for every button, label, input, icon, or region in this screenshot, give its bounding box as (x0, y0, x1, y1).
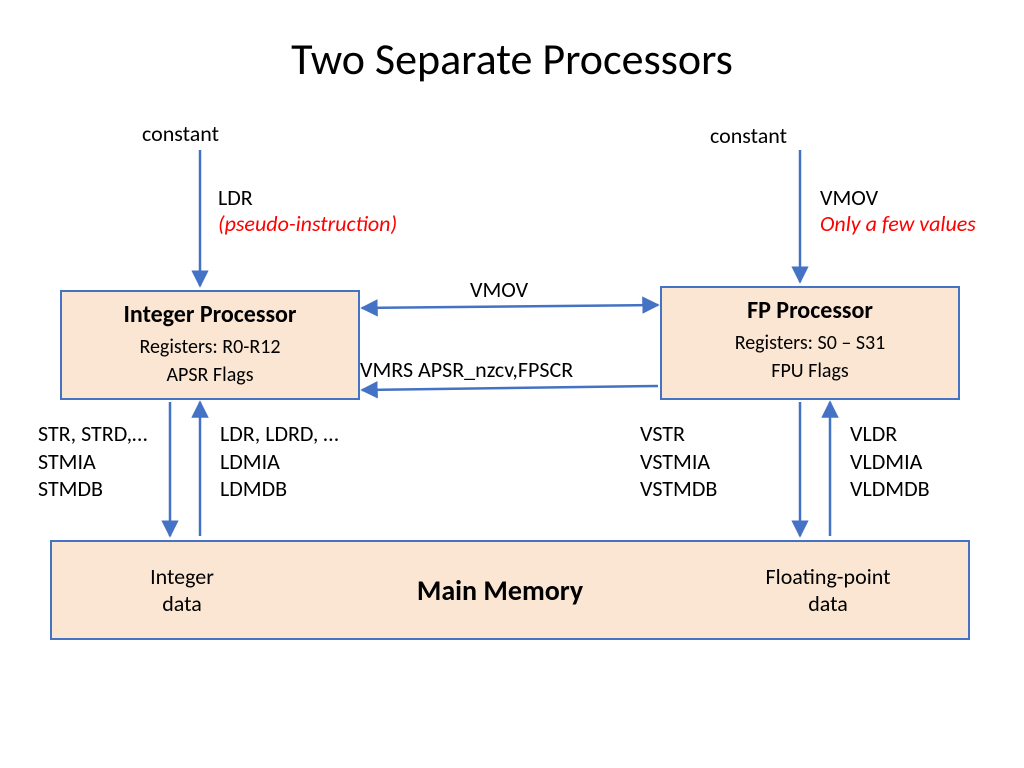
main-memory-box: Integer data Main Memory Floating-point … (50, 540, 970, 640)
ldr-note-label: (pseudo-instruction) (218, 210, 397, 238)
fp-proc-registers: Registers: S0 – S31 (662, 331, 958, 355)
int-proc-registers: Registers: R0-R12 (62, 335, 358, 359)
vmov-mid-label: VMOV (470, 276, 528, 304)
fp-proc-flags: FPU Flags (662, 359, 958, 383)
vmrs-label: VMRS APSR_nzcv,FPSCR (360, 356, 573, 384)
main-memory-title: Main Memory (312, 573, 688, 608)
vstr-group-label: VSTR VSTMIA VSTMDB (640, 420, 717, 503)
int-proc-title: Integer Processor (62, 300, 358, 329)
int-proc-flags: APSR Flags (62, 363, 358, 387)
constant-right-label: constant (710, 122, 787, 150)
ldr-label: LDR (218, 184, 253, 212)
fp-processor-box: FP Processor Registers: S0 – S31 FPU Fla… (660, 286, 960, 400)
vmov-note-label: Only a few values (820, 210, 976, 238)
vldr-group-label: VLDR VLDMIA VLDMDB (850, 420, 930, 503)
ldr-group-label: LDR, LDRD, … LDMIA LDMDB (220, 420, 339, 503)
constant-left-label: constant (142, 120, 219, 148)
diagram-title: Two Separate Processors (0, 32, 1024, 86)
integer-processor-box: Integer Processor Registers: R0-R12 APSR… (60, 290, 360, 400)
str-group-label: STR, STRD,… STMIA STMDB (38, 420, 147, 503)
fp-proc-title: FP Processor (662, 296, 958, 325)
memory-fp-data-label: Floating-point data (688, 563, 968, 617)
memory-integer-data-label: Integer data (52, 563, 312, 617)
vmov-right-label: VMOV (820, 184, 878, 212)
